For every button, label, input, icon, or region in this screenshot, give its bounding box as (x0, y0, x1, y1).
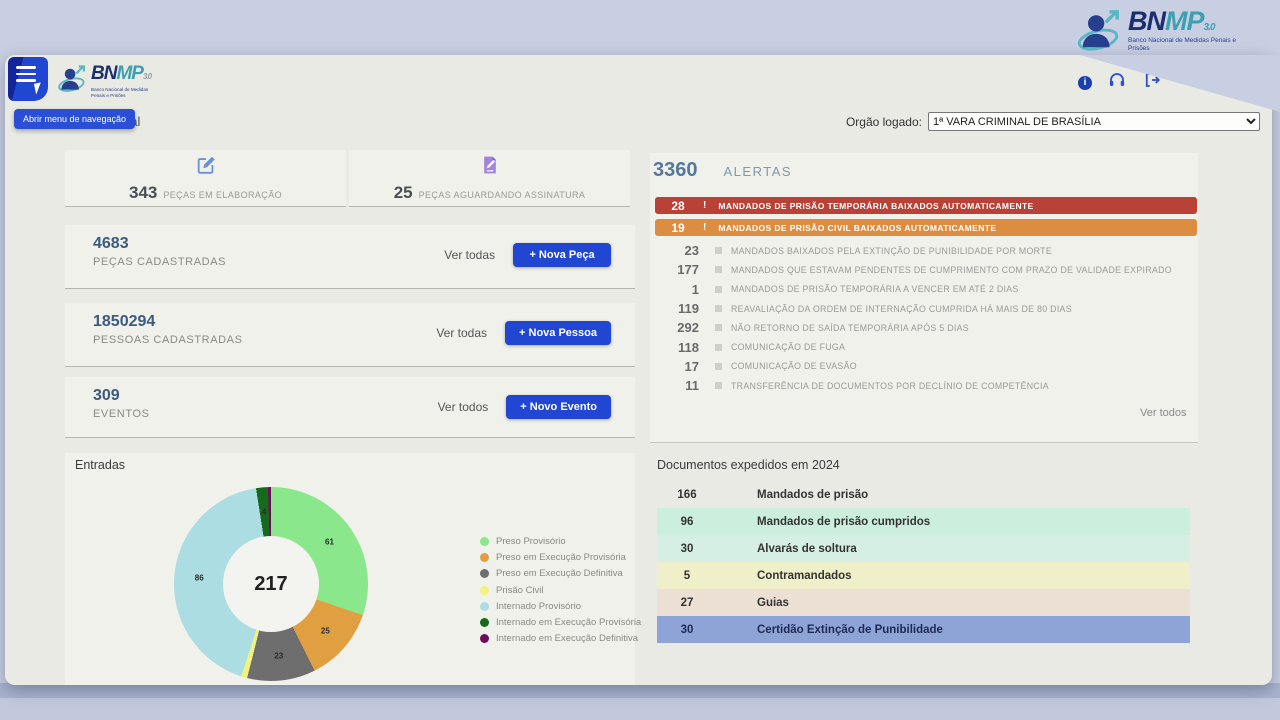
legend-item[interactable]: Internado em Execução Provisória (480, 617, 641, 628)
donut-slice-value: 61 (325, 537, 334, 547)
square-icon (715, 343, 722, 351)
frame-bottom-band (0, 683, 1280, 698)
legend-item[interactable]: Preso Provisório (480, 536, 641, 547)
headset-icon[interactable] (1107, 71, 1127, 94)
app-logo: BNMP3.0 Banco Nacional de Medidas Penais… (57, 63, 161, 100)
legend-dot (480, 617, 489, 627)
edit-document-icon (195, 154, 217, 181)
entradas-title: Entradas (75, 458, 126, 472)
square-icon (715, 266, 722, 274)
square-icon (715, 247, 722, 255)
bnmp-app-window: BNMP3.0 Banco Nacional de Medidas Penais… (5, 55, 1272, 685)
square-icon (715, 324, 722, 332)
eventos-card: 309 EVENTOS Ver todos + Novo Evento (65, 377, 635, 438)
donut-slice-value: 86 (194, 573, 204, 583)
documentos-title: Documentos expedidos em 2024 (657, 458, 840, 472)
table-row[interactable]: 96 Mandados de prisão cumpridos (657, 508, 1190, 535)
alerts-title: ALERTAS (723, 164, 793, 179)
alert-row[interactable]: 11 TRANSFERÊNCIA DE DOCUMENTOS POR DECLÍN… (685, 378, 1049, 394)
alert-row[interactable]: 23 MANDADOS BAIXADOS PELA EXTINÇÃO DE PUN… (684, 243, 1052, 259)
stat-label: EVENTOS (93, 408, 150, 420)
legend-item[interactable]: Preso em Execução Definitiva (480, 568, 641, 579)
legend-item[interactable]: Internado em Execução Definitiva (480, 633, 641, 644)
frame-bottom-band-light (0, 698, 1280, 720)
table-row[interactable]: 5 Contramandados (657, 562, 1190, 589)
stat-label: PEÇAS CADASTRADAS (93, 256, 227, 268)
novo-evento-button[interactable]: + Novo Evento (506, 395, 611, 419)
table-row[interactable]: 27 Guias (657, 589, 1190, 616)
table-row[interactable]: 30 Alvarás de soltura (657, 535, 1190, 562)
stat-label: PEÇAS AGUARDANDO ASSINATURA (418, 189, 586, 200)
ver-todas-link[interactable]: Ver todas (444, 248, 495, 262)
donut-slice-value: 25 (320, 626, 330, 636)
hamburger-icon (16, 66, 36, 69)
pessoas-cadastradas-card: 1850294 PESSOAS CADASTRADAS Ver todas + … (65, 303, 635, 367)
stat-value: 25 (393, 182, 413, 202)
legend-dot (480, 634, 489, 644)
legend-item[interactable]: Preso em Execução Provisória (480, 552, 641, 563)
info-icon[interactable] (1078, 75, 1092, 90)
exclamation-icon: ! (703, 222, 707, 233)
alert-row[interactable]: 292 NÃO RETORNO DE SAÍDA TEMPORÁRIA APÓS … (677, 320, 969, 336)
donut-slice-value: 23 (274, 651, 284, 661)
brand-name: BNMP3.0 (91, 63, 152, 84)
entradas-donut-chart[interactable]: 217 61 25 23 86 4 (174, 487, 368, 681)
ver-todos-link[interactable]: Ver todos (437, 400, 489, 414)
legend-item[interactable]: Internado Provisório (480, 601, 641, 612)
menu-button[interactable] (8, 57, 48, 101)
org-select[interactable]: 1ª VARA CRIMINAL DE BRASÍLIA (928, 112, 1260, 131)
stat-value: 309 (93, 387, 120, 404)
stat-value: 343 (128, 182, 158, 202)
alert-row[interactable]: 118 COMUNICAÇÃO DE FUGA (678, 339, 846, 355)
alert-bar-warning[interactable]: 19 ! MANDADOS DE PRISÃO CIVIL BAIXADOS A… (655, 219, 1197, 236)
brand-name: BNMP3.0 (1128, 6, 1215, 36)
alert-row[interactable]: 17 COMUNICAÇÃO DE EVASÃO (684, 358, 857, 374)
stat-value: 1850294 (93, 313, 156, 330)
brand-tagline: Banco Nacional de Medidas Penais e Prisõ… (91, 87, 149, 98)
person-arrow-icon (1076, 8, 1122, 59)
table-row[interactable]: 30 Certidão Extinção de Punibilidade (657, 616, 1190, 643)
ver-todas-link[interactable]: Ver todas (436, 326, 488, 340)
legend-dot (480, 601, 489, 611)
signature-document-icon (480, 154, 500, 181)
pecas-cadastradas-card: 4683 PEÇAS CADASTRADAS Ver todas + Nova … (65, 225, 635, 289)
stat-value: 4683 (93, 235, 129, 252)
exclamation-icon: ! (703, 200, 707, 211)
stat-label: PESSOAS CADASTRADAS (93, 334, 243, 346)
cursor-icon (33, 82, 44, 95)
pecas-em-elaboracao-card[interactable]: 343 PEÇAS EM ELABORAÇÃO (65, 150, 346, 207)
alert-row[interactable]: 1 MANDADOS DE PRISÃO TEMPORÁRIA A VENCER … (691, 281, 1019, 297)
person-arrow-icon (57, 63, 87, 100)
legend-dot (480, 553, 489, 563)
donut-total-value: 217 (254, 572, 288, 595)
alert-row[interactable]: 119 REAVALIAÇÃO DA ORDEM DE INTERNAÇÃO CU… (678, 301, 1072, 317)
documentos-table: 166 Mandados de prisão 96 Mandados de pris… (657, 481, 1190, 643)
square-icon (715, 305, 722, 313)
alert-list: 23 MANDADOS BAIXADOS PELA EXTINÇÃO DE PUN… (655, 241, 1197, 395)
nova-peca-button[interactable]: + Nova Peça (513, 243, 611, 267)
pecas-aguardando-assinatura-card[interactable]: 25 PEÇAS AGUARDANDO ASSINATURA (349, 150, 630, 207)
square-icon (715, 285, 722, 293)
legend-dot (480, 537, 489, 546)
org-logged-label: Orgão logado: (845, 114, 922, 129)
donut-slice-value: 4 (262, 507, 267, 517)
table-row[interactable]: 166 Mandados de prisão (677, 488, 869, 501)
legend-item[interactable]: Prisão Civil (480, 585, 641, 596)
alerts-total: 3360 (653, 159, 698, 181)
legend-dot (480, 585, 489, 595)
menu-tooltip: Abrir menu de navegação (14, 109, 136, 129)
nova-pessoa-button[interactable]: + Nova Pessoa (505, 321, 611, 345)
ver-todos-link[interactable]: Ver todos (1140, 407, 1187, 419)
bnmp-corner-logo: BNMP3.0 Banco Nacional de Medidas Penais… (1076, 8, 1238, 59)
square-icon (715, 382, 722, 390)
square-icon (715, 362, 722, 370)
donut-center: 217 (223, 536, 319, 632)
brand-tagline: Banco Nacional de Medidas Penais e Prisõ… (1128, 37, 1237, 53)
legend-dot (480, 569, 489, 579)
stat-label: PEÇAS EM ELABORAÇÃO (163, 189, 282, 200)
alert-bar-critical[interactable]: 28 ! MANDADOS DE PRISÃO TEMPORÁRIA BAIXA… (655, 197, 1197, 214)
chart-legend: Preso Provisório Preso em Execução Provi… (480, 536, 641, 644)
alert-row[interactable]: 177 MANDADOS QUE ESTAVAM PENDENTES DE CUM… (677, 262, 1172, 278)
